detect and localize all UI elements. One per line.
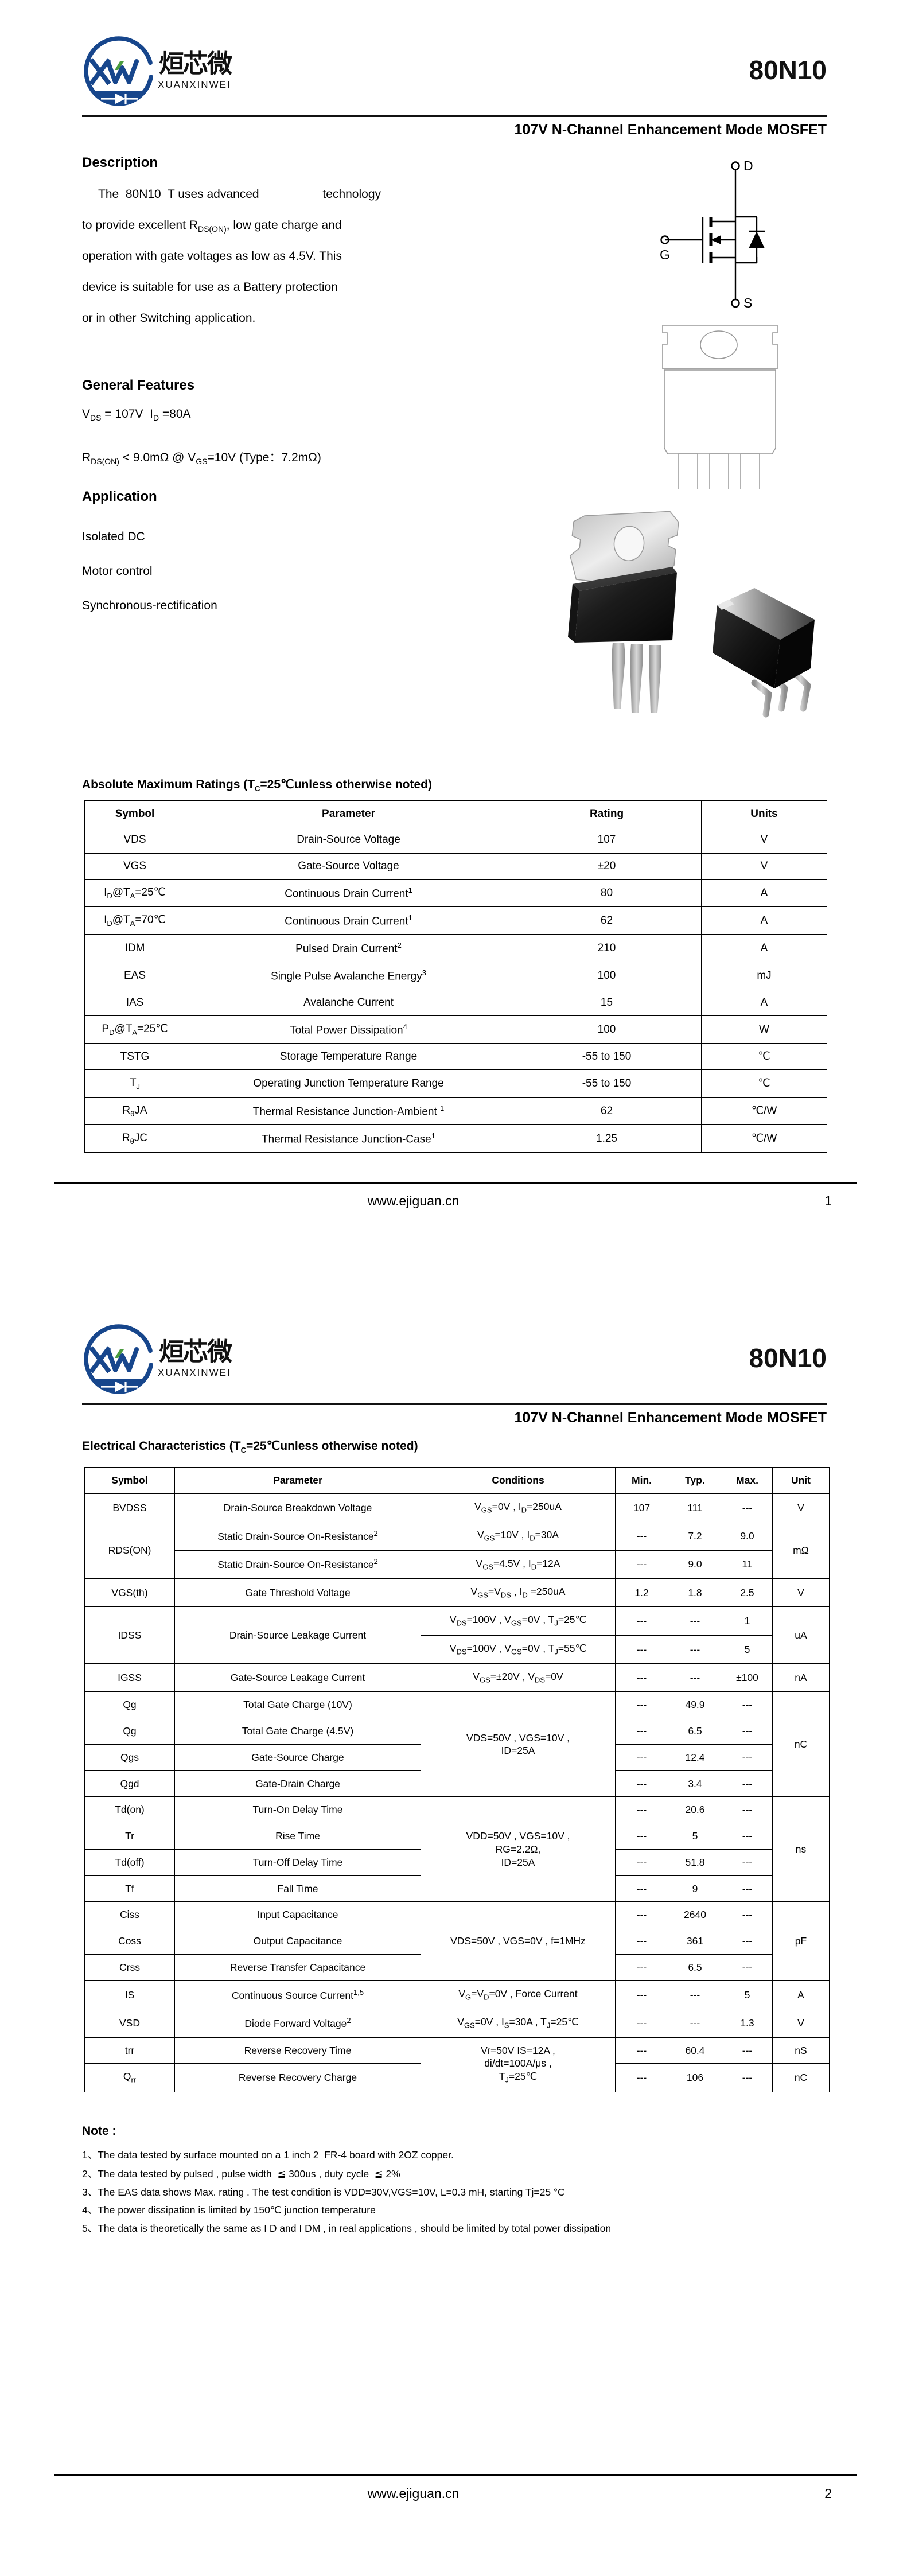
svg-text:G: G bbox=[660, 247, 670, 262]
svg-text:D: D bbox=[743, 158, 753, 173]
svg-text:S: S bbox=[743, 295, 752, 310]
